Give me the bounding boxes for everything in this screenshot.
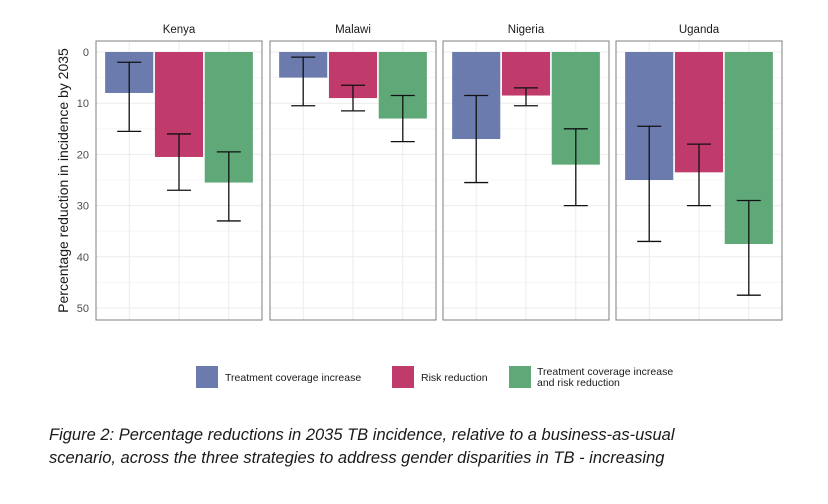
facet-title: Malawi <box>335 24 371 36</box>
y-tick-label: 0 <box>83 47 89 59</box>
panel-border <box>442 40 610 321</box>
faceted-bar-chart: Percentage reduction in incidence by 203… <box>55 24 783 389</box>
legend-key <box>509 366 531 388</box>
caption-line-1: Figure 2: Percentage reductions in 2035 … <box>49 426 675 444</box>
y-tick-label: 50 <box>77 303 89 315</box>
facet-title: Nigeria <box>508 24 545 36</box>
legend-key <box>392 366 414 388</box>
facet-title: Kenya <box>163 24 196 36</box>
facet-title: Uganda <box>679 24 720 36</box>
legend-label: and risk reduction <box>537 377 620 389</box>
panel-border <box>615 40 783 321</box>
panel-border <box>95 40 263 321</box>
legend-label: Treatment coverage increase <box>537 366 673 378</box>
y-tick-label: 30 <box>77 201 89 213</box>
legend-key <box>196 366 218 388</box>
legend-label: Treatment coverage increase <box>225 372 361 384</box>
y-axis-label: Percentage reduction in incidence by 203… <box>55 48 71 313</box>
y-tick-label: 20 <box>77 149 89 161</box>
legend-label: Risk reduction <box>421 372 488 384</box>
figure-caption: Figure 2: Percentage reductions in 2035 … <box>49 424 819 470</box>
y-tick-label: 10 <box>77 98 89 110</box>
caption-line-2: scenario, across the three strategies to… <box>49 449 665 467</box>
y-tick-label: 40 <box>77 252 89 264</box>
panel-border <box>269 40 437 321</box>
